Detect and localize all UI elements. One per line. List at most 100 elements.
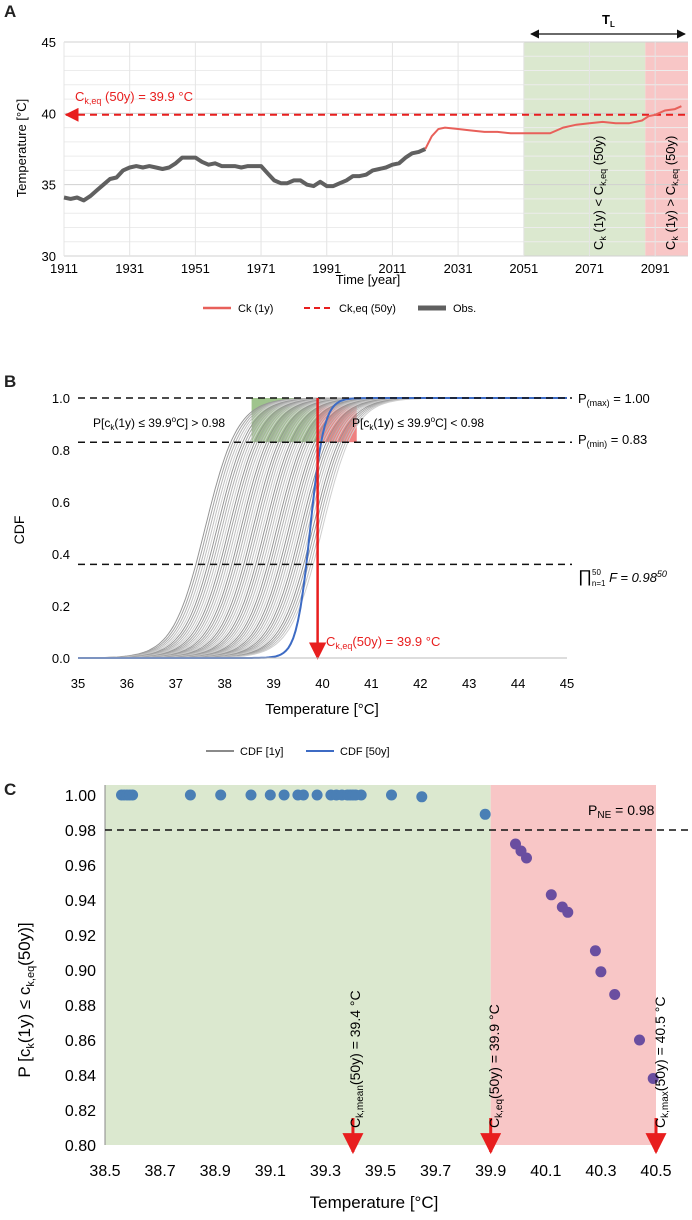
x-tick-label: 39.1 xyxy=(255,1163,286,1180)
p-min-label: P(min) = 0.83 xyxy=(578,432,647,449)
y-tick-labels: 0.0 0.2 0.4 0.6 0.8 1.0 xyxy=(52,391,70,666)
x-axis-title: Time [year] xyxy=(336,272,401,287)
y-tick-label: 0.84 xyxy=(65,1068,96,1085)
ckeq-annotation: Ck,eq (50y) = 39.9 °C xyxy=(75,89,193,106)
y-tick-label: 0.6 xyxy=(52,495,70,510)
panel-label-c: C xyxy=(4,780,17,799)
marker-label-max: Ck,max(50y) = 40.5 °C xyxy=(652,997,671,1129)
scatter-point xyxy=(416,791,428,803)
scatter-point xyxy=(634,1034,645,1046)
panel-label-b: B xyxy=(4,372,17,391)
x-tick-label: 35 xyxy=(71,676,85,691)
x-tick-label: 45 xyxy=(560,676,574,691)
legend-ckeq-label: Ck,eq (50y) xyxy=(339,303,396,315)
y-axis-title: Temperature [°C] xyxy=(14,99,29,197)
y-tick-label: 0.98 xyxy=(65,823,96,840)
x-tick-label: 39 xyxy=(266,676,280,691)
x-tick-label: 39.3 xyxy=(310,1163,341,1180)
zone-red-label: Ck (1y) > Ck,eq (50y) xyxy=(663,136,680,250)
scatter-point xyxy=(521,852,532,864)
x-tick-label: 39.5 xyxy=(365,1163,396,1180)
scatter-point xyxy=(245,789,257,801)
x-tick-label: 40.5 xyxy=(640,1163,671,1180)
x-tick-label: 38 xyxy=(217,676,231,691)
series-ck-1y xyxy=(424,105,682,150)
legend-obs-label: Obs. xyxy=(453,303,476,315)
x-tick-labels: 35 36 37 38 39 40 41 42 43 44 45 xyxy=(71,676,574,691)
x-tick-label: 39.7 xyxy=(420,1163,451,1180)
panel-b-chart: 0.0 0.2 0.4 0.6 0.8 1.0 35 36 37 38 39 40 41 42 43 44 4… xyxy=(11,391,667,758)
scatter-points xyxy=(116,789,659,1084)
y-tick-label: 0.88 xyxy=(65,998,96,1015)
x-tick-label: 40.1 xyxy=(530,1163,561,1180)
x-tick-label: 2071 xyxy=(575,261,604,276)
scatter-point xyxy=(215,789,227,801)
legend-ck1y-label: Ck (1y) xyxy=(238,303,273,315)
y-tick-label: 0.92 xyxy=(65,928,96,945)
x-tick-labels: 38.5 38.7 38.9 39.1 39.3 39.5 39.7 39.9 40.1 40.3… xyxy=(89,1163,671,1180)
y-tick-labels: 30 35 40 45 xyxy=(42,35,56,264)
legend-cdf50y-label: CDF [50y] xyxy=(340,746,390,758)
y-tick-label: 0.94 xyxy=(65,893,96,910)
y-tick-label: 0.96 xyxy=(65,858,96,875)
x-tick-label: 1931 xyxy=(115,261,144,276)
zone-below-ckeq xyxy=(105,785,491,1145)
y-tick-label: 40 xyxy=(42,106,56,121)
x-axis-title: Temperature [°C] xyxy=(310,1193,439,1212)
x-tick-label: 1991 xyxy=(312,261,341,276)
scatter-point xyxy=(479,808,491,820)
y-tick-label: 1.00 xyxy=(65,788,96,805)
y-axis-title: CDF xyxy=(11,516,27,545)
zone-green-label: Ck (1y) < Ck,eq (50y) xyxy=(591,136,608,250)
legend: Ck (1y) Ck,eq (50y) Obs. xyxy=(203,303,476,315)
tl-label: TL xyxy=(602,12,615,29)
x-tick-label: 40 xyxy=(315,676,329,691)
x-axis-title: Temperature [°C] xyxy=(265,701,379,718)
scatter-point xyxy=(647,1073,659,1084)
y-tick-label: 0.82 xyxy=(65,1103,96,1120)
scatter-point xyxy=(127,789,139,801)
panel-label-a: A xyxy=(4,2,17,21)
product-label: ∏50 n=1 F = 0.9850 xyxy=(578,567,667,588)
prob-below-label: P[ck(1y) ≤ 39.9oC] < 0.98 xyxy=(352,415,484,432)
panel-a-chart: 30 35 40 45 1911 1931 1951 1971 1991 2011 2031 205… xyxy=(14,12,688,315)
x-tick-label: 40.3 xyxy=(585,1163,616,1180)
series-obs xyxy=(63,147,427,203)
x-tick-label: 1911 xyxy=(50,261,78,276)
y-tick-label: 0.2 xyxy=(52,599,70,614)
y-tick-label: 1.0 xyxy=(52,391,70,406)
legend: CDF [1y] CDF [50y] xyxy=(206,746,390,758)
gridlines xyxy=(63,41,688,257)
p-max-label: P(max) = 1.00 xyxy=(578,391,650,408)
x-tick-label: 38.9 xyxy=(200,1163,231,1180)
scatter-point xyxy=(562,906,574,918)
y-tick-label: 0.90 xyxy=(65,963,96,980)
scatter-point xyxy=(264,789,276,801)
zone-above-ckeq xyxy=(645,42,688,256)
scatter-point xyxy=(545,889,557,901)
x-tick-label: 1951 xyxy=(181,261,210,276)
scatter-point xyxy=(311,789,323,801)
x-tick-label: 43 xyxy=(462,676,476,691)
marker-label-mean: Ck,mean(50y) = 39.4 °C xyxy=(347,990,366,1128)
x-tick-label: 44 xyxy=(511,676,525,691)
scatter-point xyxy=(278,789,290,801)
y-axis-title: P [ck(1y) ≤ ck,eq(50y)] xyxy=(15,922,37,1077)
x-tick-labels: 1911 1931 1951 1971 1991 2011 2031 2051 2071 2091 xyxy=(50,261,670,276)
y-tick-label: 0.8 xyxy=(52,443,70,458)
legend-cdf1y-label: CDF [1y] xyxy=(240,746,283,758)
scatter-point xyxy=(589,945,601,957)
scatter-point xyxy=(184,789,196,801)
y-tick-label: 0.86 xyxy=(65,1033,96,1050)
scatter-point xyxy=(297,789,309,801)
prob-above-label: P[ck(1y) ≤ 39.9oC] > 0.98 xyxy=(93,415,225,432)
scatter-point xyxy=(595,966,607,978)
scatter-point xyxy=(386,789,397,801)
x-tick-label: 42 xyxy=(413,676,427,691)
x-tick-label: 36 xyxy=(120,676,134,691)
x-tick-label: 38.7 xyxy=(145,1163,176,1180)
y-tick-label: 45 xyxy=(42,35,56,50)
x-tick-label: 41 xyxy=(364,676,378,691)
y-tick-label: 30 xyxy=(42,249,56,264)
